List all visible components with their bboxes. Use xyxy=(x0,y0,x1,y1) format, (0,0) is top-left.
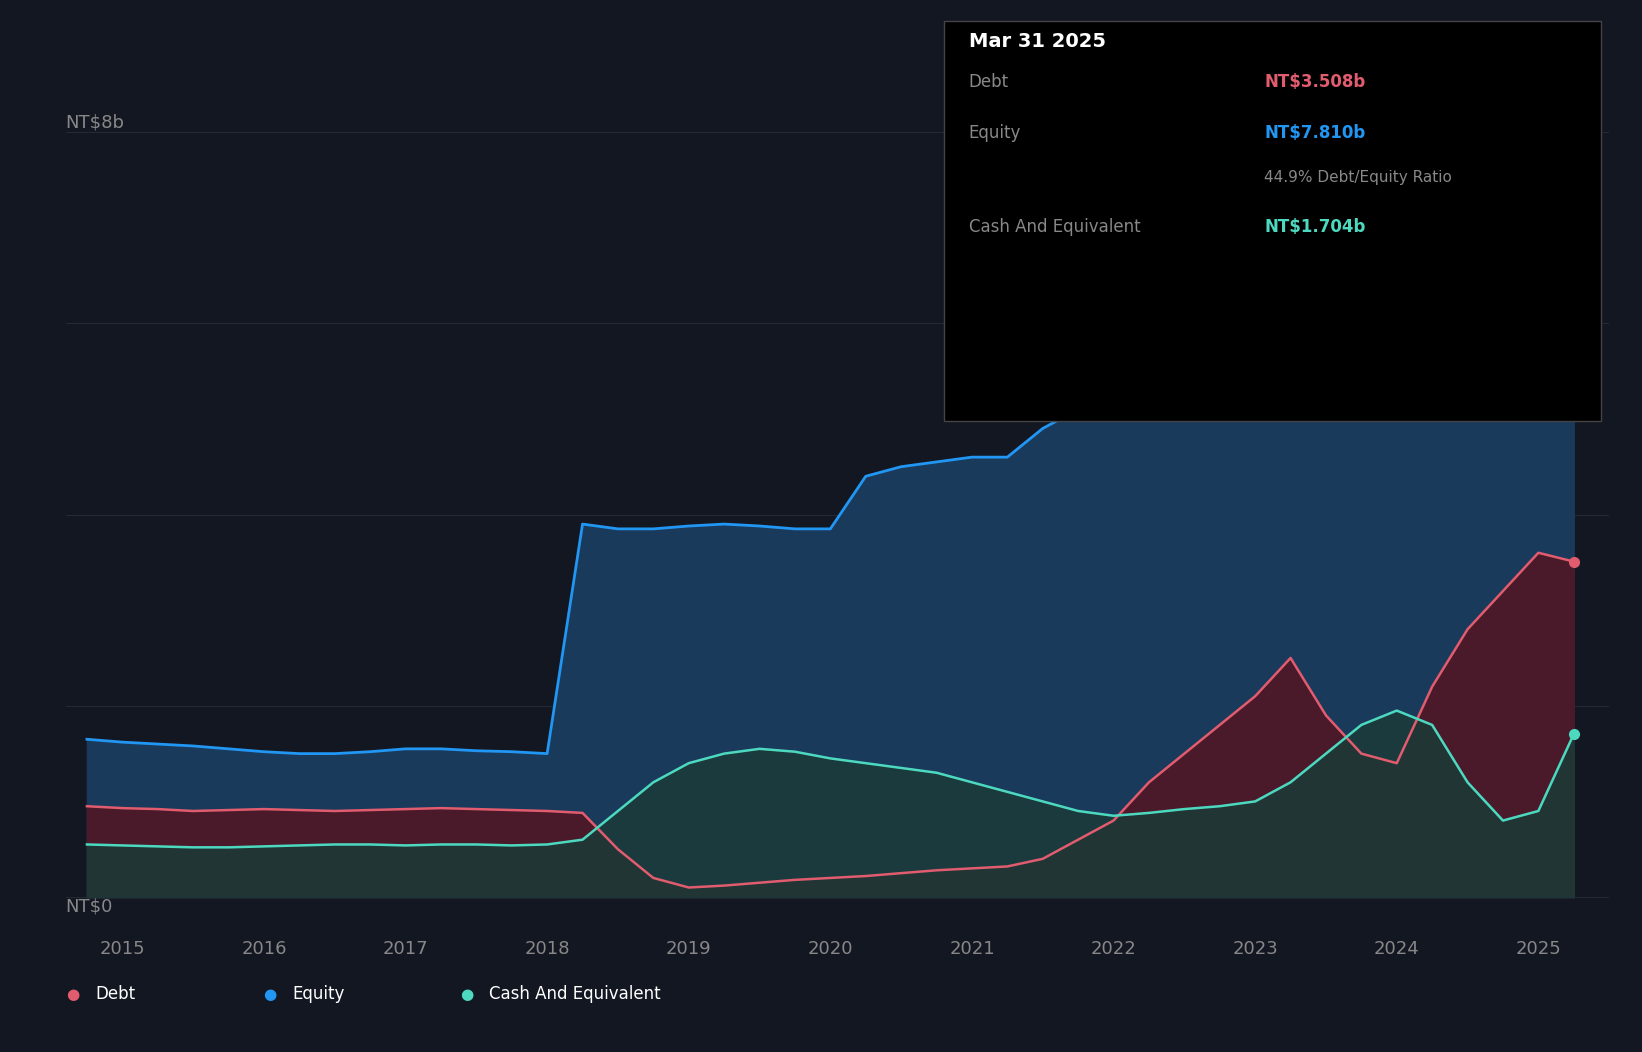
Text: NT$0: NT$0 xyxy=(66,897,113,915)
Text: Debt: Debt xyxy=(969,74,1008,92)
Text: Mar 31 2025: Mar 31 2025 xyxy=(969,33,1105,52)
Text: 44.9% Debt/Equity Ratio: 44.9% Debt/Equity Ratio xyxy=(1264,170,1452,185)
Text: NT$8b: NT$8b xyxy=(66,114,125,132)
Text: Equity: Equity xyxy=(969,124,1021,142)
Text: ●: ● xyxy=(66,987,79,1002)
Text: NT$1.704b: NT$1.704b xyxy=(1264,219,1366,237)
Text: Equity: Equity xyxy=(292,985,345,1004)
Text: Cash And Equivalent: Cash And Equivalent xyxy=(489,985,662,1004)
Text: ●: ● xyxy=(460,987,473,1002)
Text: NT$3.508b: NT$3.508b xyxy=(1264,74,1366,92)
Text: ●: ● xyxy=(263,987,276,1002)
Text: NT$7.810b: NT$7.810b xyxy=(1264,124,1366,142)
Text: Debt: Debt xyxy=(95,985,135,1004)
Text: Cash And Equivalent: Cash And Equivalent xyxy=(969,219,1141,237)
